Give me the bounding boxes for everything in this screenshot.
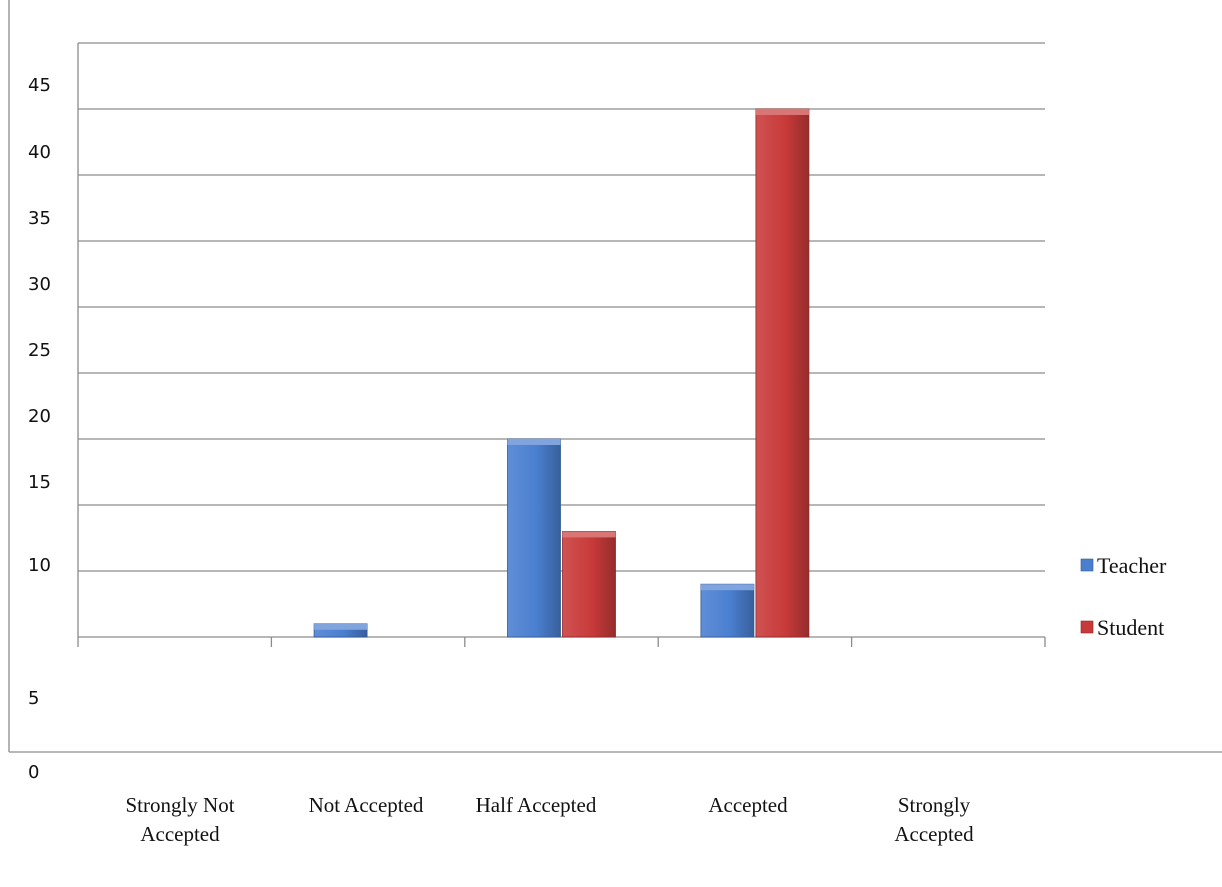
- y-tick-label: 45: [28, 75, 51, 96]
- y-tick-label: 0: [28, 762, 39, 783]
- bar-cap: [507, 439, 561, 445]
- y-tick-label: 40: [28, 142, 51, 163]
- x-tick-label: Strongly Not Accepted: [125, 793, 234, 846]
- bar-teacher: [700, 583, 755, 638]
- bar-cap: [314, 623, 368, 630]
- y-tick-label: 25: [28, 340, 51, 361]
- bar-cap: [562, 531, 616, 538]
- legend-label-teacher: Teacher: [1097, 553, 1167, 578]
- legend-swatch-student: [1080, 620, 1094, 634]
- x-tick-label: Strongly Accepted: [894, 793, 974, 846]
- y-tick-label: 5: [28, 688, 39, 709]
- y-tick-label: 10: [28, 555, 51, 576]
- y-tick-label: 20: [28, 406, 51, 427]
- bar-teacher: [507, 438, 561, 638]
- bar-student: [562, 531, 616, 638]
- x-tick-label: Half Accepted: [476, 793, 597, 817]
- y-tick-label: 30: [28, 274, 51, 295]
- y-tick-label: 35: [28, 208, 51, 229]
- x-tick-label: Not Accepted: [309, 793, 424, 817]
- x-tick-label: Accepted: [708, 793, 788, 817]
- bar-student: [755, 108, 810, 638]
- bar-cap: [755, 109, 809, 115]
- legend-label-student: Student: [1097, 615, 1164, 640]
- legend-swatch-teacher: [1080, 558, 1094, 572]
- bar-cap: [700, 584, 754, 591]
- y-tick-label: 15: [28, 472, 51, 493]
